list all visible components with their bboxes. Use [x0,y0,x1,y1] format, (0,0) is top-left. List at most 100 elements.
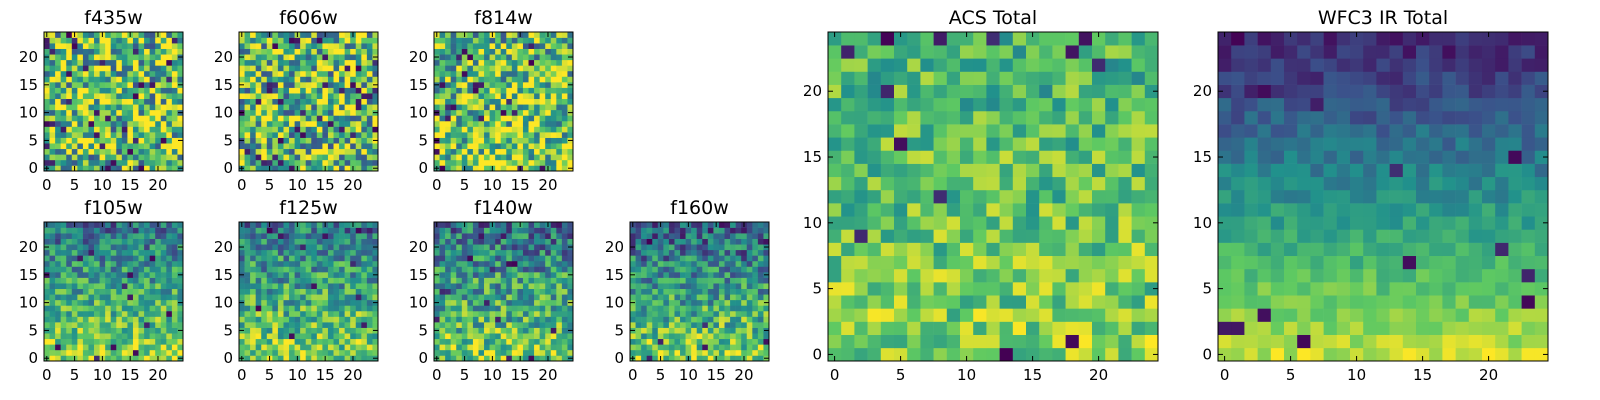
heatmap-cell [366,255,373,262]
heatmap-cell [250,316,256,323]
heatmap-cell [495,322,502,328]
heatmap-cell [478,143,485,150]
heatmap-cell [472,344,479,351]
heatmap-cell [66,32,73,38]
heatmap-cell [567,98,574,105]
heatmap-cell [1118,189,1132,204]
heatmap-cell [854,216,868,230]
heatmap-cell [339,260,345,267]
heatmap-cell [311,32,318,38]
heatmap-cell [545,344,552,351]
heatmap-cell [244,299,251,306]
heatmap-cell [166,277,173,284]
heatmap-cell [685,338,692,345]
heatmap-cell [657,233,664,239]
heatmap-cell [674,266,681,273]
heatmap-cell [434,115,440,122]
heatmap-cell [646,233,653,239]
heatmap-cell [489,266,496,273]
heatmap-cell [77,233,84,239]
heatmap-cell [472,249,479,256]
heatmap-cell [127,37,134,44]
heatmap-cell [696,344,703,351]
heatmap-cell [713,294,720,301]
heatmap-cell [752,260,759,267]
heatmap-cell [500,165,507,172]
heatmap-cell [116,115,123,122]
heatmap-cell [132,82,139,88]
heatmap-cell [550,272,557,278]
heatmap-cell [250,299,256,306]
heatmap-cell [674,283,681,290]
heatmap-cell [155,154,162,161]
heatmap-cell [534,333,540,340]
heatmap-cell [261,48,268,55]
heatmap-cell [244,272,251,278]
x-tick-label: 20 [734,366,753,384]
heatmap-cell [1144,334,1159,349]
heatmap-cell [316,249,323,256]
heatmap-cell [646,305,653,312]
heatmap-cell [77,48,84,55]
heatmap-cell [350,244,357,251]
heatmap-cell [283,159,290,166]
heatmap-cell [132,244,139,251]
heatmap-cell [489,227,496,234]
heatmap-cell [680,272,686,278]
heatmap-cell [439,54,446,61]
heatmap-cell [500,120,507,127]
heatmap-cell [439,249,446,256]
heatmap-cell [685,260,692,267]
heatmap-cell [478,288,485,295]
heatmap-cell [472,43,479,49]
heatmap-cell [674,249,681,256]
heatmap-cell [339,37,345,44]
heatmap-cell [116,137,123,144]
heatmap-cell [44,266,50,273]
heatmap-cell [506,327,513,334]
heatmap-cell [283,54,290,61]
heatmap-cell [55,32,61,38]
heatmap-cell [372,159,379,166]
heatmap-cell [255,233,262,239]
heatmap-cell [283,283,290,290]
heatmap-cell [77,43,84,49]
heatmap-cell [663,333,670,340]
heatmap-cell [244,154,251,161]
heatmap-cell [484,222,490,228]
heatmap-cell [534,310,540,317]
heatmap-cell [82,255,89,262]
heatmap-cell [77,294,84,301]
heatmap-cell [272,43,279,49]
heatmap-cell [461,266,468,273]
heatmap-cell [66,132,73,138]
heatmap-cell [500,327,507,334]
heatmap-cell [166,327,173,334]
heatmap-cell [691,310,698,317]
heatmap-cell [946,321,961,335]
heatmap-cell [311,109,318,116]
heatmap-cell [94,76,100,83]
heatmap-cell [289,87,295,94]
heatmap-cell [49,322,56,328]
heatmap-cell [517,148,524,155]
heatmap-cell [522,316,529,323]
heatmap-cell [300,132,307,138]
heatmap-cell [255,222,262,228]
heatmap-cell [277,355,284,362]
heatmap-cell [545,322,552,328]
heatmap-cell [663,316,670,323]
heatmap-cell [138,143,145,150]
heatmap-cell [127,65,134,72]
panel-title: f140w [474,197,533,219]
x-tick-label: 20 [343,366,362,384]
heatmap-cell [986,189,1000,204]
heatmap-cell [77,283,84,290]
heatmap-cell [550,165,557,172]
heatmap-cell [272,65,279,72]
heatmap-cell [1052,189,1066,204]
heatmap-cell [116,322,123,328]
heatmap-cell [322,65,329,72]
heatmap-cell [478,98,485,105]
heatmap-cell [144,322,150,328]
